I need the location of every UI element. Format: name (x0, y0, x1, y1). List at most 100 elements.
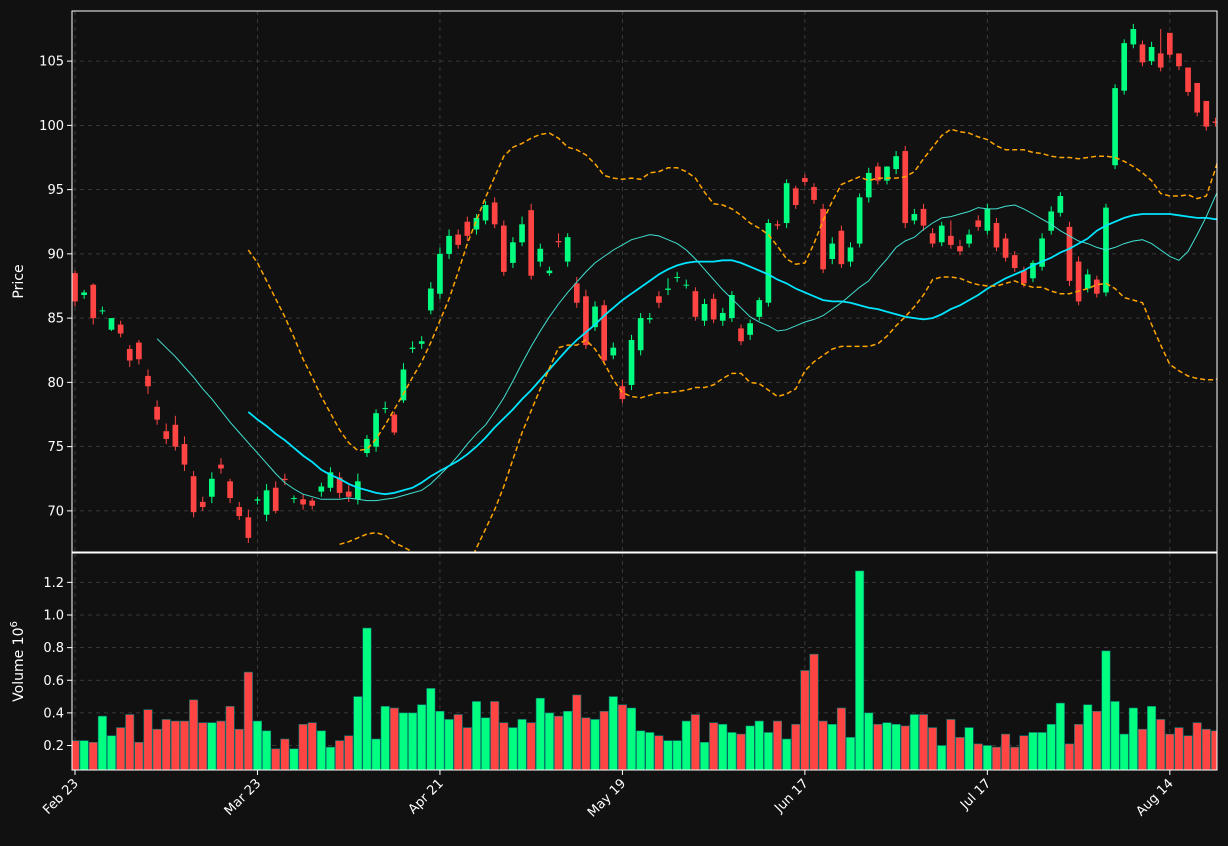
candle-body (656, 296, 662, 303)
volume-bar (335, 740, 345, 770)
volume-bar (216, 720, 226, 770)
candle-body (519, 224, 525, 243)
candle-body (1057, 196, 1064, 213)
volume-bar (298, 724, 308, 770)
volume-bar (170, 720, 180, 770)
volume-bar (937, 745, 947, 770)
candle-body (792, 188, 799, 206)
candle-body (646, 318, 653, 320)
candle-body (583, 296, 589, 346)
candle-body (929, 233, 936, 244)
candle-body (847, 247, 854, 262)
price-tick-label: 85 (47, 312, 64, 327)
x-tick-label: Aug 14 (1133, 776, 1176, 819)
candle-body (300, 499, 306, 505)
candle-body (710, 298, 717, 320)
volume-bar (918, 714, 928, 770)
candle-body (546, 270, 553, 274)
volume-bar (517, 719, 527, 770)
volume-bar (1174, 727, 1184, 770)
volume-axis-title-text: Volume (11, 645, 27, 702)
candle-body (455, 234, 462, 245)
volume-bar (106, 735, 116, 770)
candle-body (1002, 238, 1009, 258)
candle-body (683, 284, 690, 286)
volume-bar (1055, 702, 1065, 770)
volume-bar (800, 670, 810, 770)
volume-bar (152, 728, 162, 770)
volume-bar (946, 719, 956, 770)
candle-body (336, 477, 343, 493)
candle-body (838, 230, 845, 265)
price-axis-title: Price (11, 264, 27, 298)
volume-bar (1083, 704, 1093, 770)
x-tick-label: Apr 21 (406, 776, 447, 817)
candle-body (364, 438, 370, 454)
volume-bar (572, 694, 582, 770)
volume-bar (891, 724, 901, 770)
candle-body (327, 472, 334, 488)
x-tick-label: Mar 23 (222, 776, 265, 819)
candle-body (938, 225, 945, 243)
volume-bar (362, 627, 372, 770)
volume-bar (590, 719, 600, 770)
candle-body (756, 300, 763, 317)
candle-body (610, 347, 617, 356)
volume-bar (709, 722, 719, 770)
candle-body (829, 243, 836, 260)
candle-body (802, 178, 808, 182)
volume-bar (1201, 728, 1211, 770)
candle-body (1066, 226, 1073, 281)
volume-bar (316, 730, 326, 770)
candle-body (309, 500, 316, 506)
volume-bar (1092, 710, 1102, 770)
volume-bar (809, 653, 819, 770)
volume-bar (262, 730, 272, 770)
candle-body (1075, 261, 1082, 302)
candle-body (254, 499, 261, 501)
volume-tick-label: 1.0 (43, 609, 64, 624)
price-panel-bg (72, 11, 1217, 552)
volume-bar (700, 741, 710, 770)
candle-body (948, 235, 954, 245)
candle-body (1094, 279, 1100, 294)
volume-bar (252, 720, 262, 770)
candle-body (473, 217, 480, 230)
candle-body (117, 324, 124, 334)
volume-bar (189, 699, 199, 770)
price-panel-frame (71, 10, 1218, 553)
candle-body (163, 431, 170, 439)
volume-tick-label: 1.2 (43, 576, 64, 591)
price-candles (72, 23, 1217, 544)
volume-bar (426, 688, 436, 770)
volume-bar (271, 748, 281, 770)
candle-body (391, 414, 398, 433)
candle-body (1130, 28, 1137, 45)
volume-bar (1101, 650, 1111, 770)
volume-bar (1210, 730, 1217, 770)
candle-body (482, 205, 489, 221)
volume-bar (1137, 728, 1147, 770)
candle-body (747, 323, 753, 335)
volume-bar (444, 719, 454, 770)
volume-bar (581, 717, 591, 770)
x-tick-label: Jul 17 (957, 776, 994, 813)
candle-body (400, 369, 407, 401)
volume-bar (955, 737, 965, 770)
price-tick-label: 100 (39, 119, 64, 134)
x-tick-label: May 19 (585, 776, 629, 820)
price-tick-label: 90 (47, 247, 64, 262)
candle-body (674, 277, 680, 279)
price-overlays (156, 128, 1217, 552)
volume-bar (1183, 735, 1193, 770)
volume-bar (125, 714, 135, 770)
volume-bar (599, 710, 609, 770)
volume-bar (508, 727, 518, 770)
candle-body (1084, 274, 1091, 289)
volume-bar (1046, 724, 1056, 770)
candle-body (1021, 270, 1027, 284)
volume-bar (1165, 733, 1175, 770)
volume-bar (225, 706, 235, 770)
volume-bar (736, 733, 746, 770)
